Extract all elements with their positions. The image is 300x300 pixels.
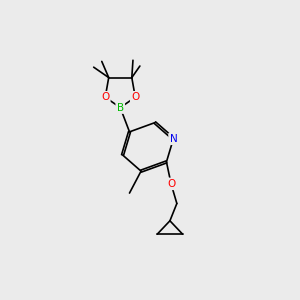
Text: N: N (169, 134, 177, 144)
Text: O: O (167, 179, 175, 189)
Text: O: O (131, 92, 140, 102)
Text: O: O (101, 92, 110, 102)
Text: B: B (117, 103, 124, 112)
